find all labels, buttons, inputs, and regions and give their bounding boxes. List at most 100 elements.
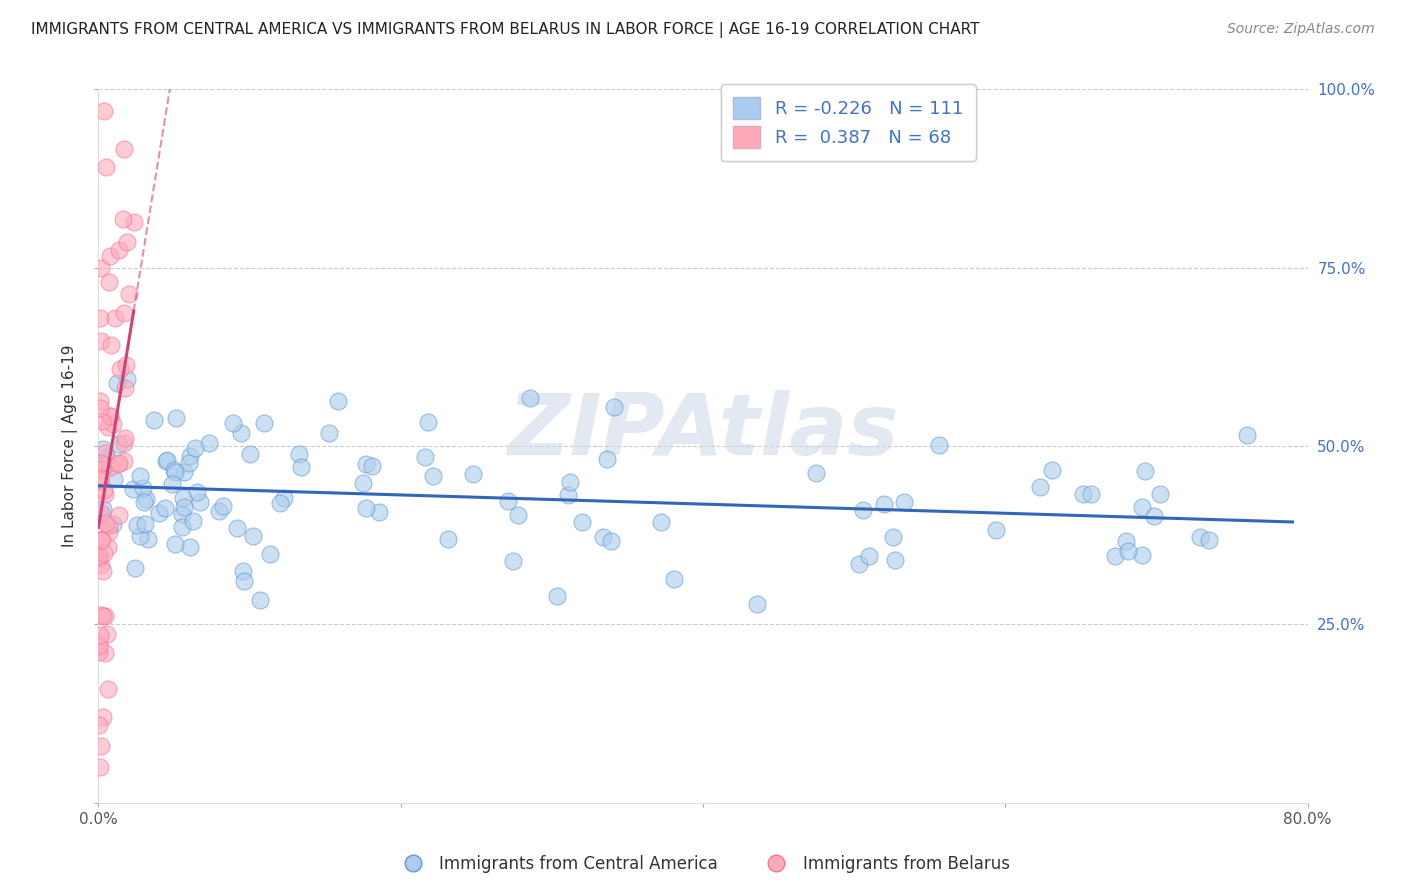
Point: [599, 534, 621, 549]
Point: [117, 372, 139, 386]
Point: [1080, 487, 1102, 501]
Point: [112, 306, 135, 320]
Point: [93, 483, 115, 497]
Point: [107, 457, 129, 471]
Legend: R = -0.226   N = 111, R =  0.387   N = 68: R = -0.226 N = 111, R = 0.387 N = 68: [720, 84, 976, 161]
Point: [179, 541, 201, 555]
Point: [89, 627, 111, 641]
Point: [1115, 533, 1137, 548]
Point: [87, 639, 110, 653]
Point: [94, 446, 117, 460]
Legend: Immigrants from Central America, Immigrants from Belarus: Immigrants from Central America, Immigra…: [389, 848, 1017, 880]
Point: [97, 419, 120, 434]
Point: [422, 469, 444, 483]
Point: [416, 415, 439, 429]
Text: Source: ZipAtlas.com: Source: ZipAtlas.com: [1227, 22, 1375, 37]
Point: [173, 465, 195, 479]
Point: [181, 514, 204, 528]
Point: [1189, 530, 1212, 544]
Point: [225, 520, 247, 534]
Point: [132, 495, 155, 509]
Point: [186, 485, 208, 500]
Point: [122, 215, 145, 229]
Point: [595, 451, 617, 466]
Point: [90, 506, 112, 520]
Point: [1130, 548, 1153, 562]
Point: [114, 432, 136, 446]
Point: [124, 561, 146, 575]
Point: [132, 481, 155, 495]
Point: [155, 501, 177, 516]
Point: [96, 627, 118, 641]
Point: [90, 607, 112, 622]
Point: [108, 456, 131, 470]
Point: [1143, 509, 1166, 524]
Point: [160, 476, 183, 491]
Point: [91, 608, 114, 623]
Point: [91, 710, 114, 724]
Point: [89, 473, 111, 487]
Point: [97, 681, 120, 696]
Point: [361, 458, 384, 473]
Point: [90, 533, 112, 547]
Point: [122, 482, 145, 496]
Point: [1236, 427, 1258, 442]
Point: [129, 529, 152, 543]
Text: ZIPAtlas: ZIPAtlas: [508, 390, 898, 474]
Point: [928, 438, 950, 452]
Point: [94, 487, 117, 501]
Point: [463, 467, 485, 481]
Point: [98, 409, 121, 423]
Point: [179, 449, 201, 463]
Point: [125, 517, 148, 532]
Point: [502, 554, 524, 568]
Point: [519, 392, 541, 406]
Point: [172, 491, 194, 506]
Point: [89, 471, 111, 485]
Point: [571, 515, 593, 529]
Point: [87, 637, 110, 651]
Point: [1028, 480, 1050, 494]
Point: [163, 463, 186, 477]
Point: [148, 506, 170, 520]
Point: [103, 472, 125, 486]
Point: [91, 564, 114, 578]
Point: [259, 547, 281, 561]
Point: [1130, 500, 1153, 514]
Point: [560, 475, 582, 490]
Point: [155, 454, 177, 468]
Point: [208, 504, 231, 518]
Point: [290, 460, 312, 475]
Point: [108, 508, 131, 523]
Point: [142, 412, 165, 426]
Point: [184, 441, 207, 455]
Point: [135, 491, 157, 506]
Point: [242, 529, 264, 543]
Point: [893, 495, 915, 509]
Point: [107, 243, 129, 257]
Point: [91, 456, 114, 470]
Point: [87, 550, 110, 565]
Point: [231, 425, 253, 440]
Point: [94, 608, 117, 623]
Point: [100, 337, 122, 351]
Point: [858, 549, 880, 564]
Point: [91, 533, 114, 547]
Point: [592, 530, 614, 544]
Point: [496, 494, 519, 508]
Point: [1149, 486, 1171, 500]
Point: [96, 516, 118, 531]
Point: [87, 549, 110, 564]
Point: [97, 524, 120, 539]
Point: [89, 456, 111, 470]
Point: [436, 532, 458, 546]
Point: [101, 517, 124, 532]
Point: [222, 416, 245, 430]
Point: [172, 508, 194, 522]
Point: [101, 417, 124, 432]
Point: [115, 235, 138, 250]
Point: [882, 530, 904, 544]
Point: [98, 249, 121, 263]
Point: [984, 523, 1007, 537]
Point: [211, 499, 233, 513]
